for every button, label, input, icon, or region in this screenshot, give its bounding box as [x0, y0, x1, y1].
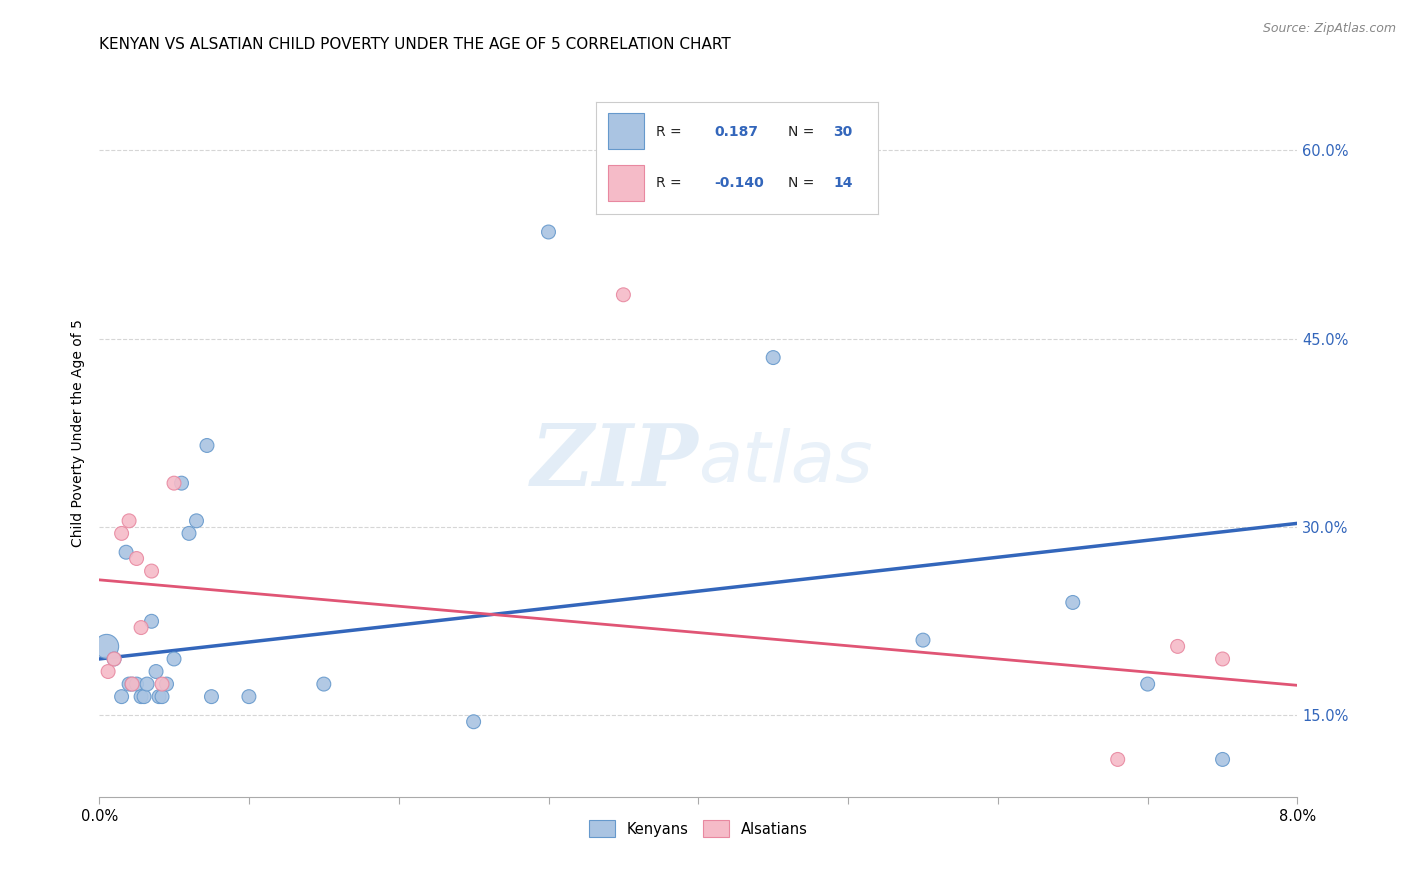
Point: [238, 690, 260, 704]
Point: [103, 652, 125, 666]
Point: [110, 690, 132, 704]
Point: [163, 652, 186, 666]
Point: [1167, 640, 1189, 654]
Point: [125, 677, 148, 691]
Point: [96, 640, 118, 654]
Point: [463, 714, 485, 729]
Point: [110, 526, 132, 541]
Text: ZIP: ZIP: [530, 420, 699, 504]
Point: [118, 677, 141, 691]
Point: [121, 677, 143, 691]
Point: [148, 690, 170, 704]
Point: [200, 690, 222, 704]
Point: [129, 690, 152, 704]
Point: [136, 677, 159, 691]
Legend: Kenyans, Alsatians: Kenyans, Alsatians: [582, 813, 815, 845]
Point: [141, 564, 163, 578]
Point: [121, 677, 143, 691]
Point: [132, 690, 155, 704]
Text: atlas: atlas: [699, 427, 873, 497]
Text: KENYAN VS ALSATIAN CHILD POVERTY UNDER THE AGE OF 5 CORRELATION CHART: KENYAN VS ALSATIAN CHILD POVERTY UNDER T…: [100, 37, 731, 53]
Point: [125, 551, 148, 566]
Point: [97, 665, 120, 679]
Point: [163, 476, 186, 491]
Point: [762, 351, 785, 365]
Point: [115, 545, 138, 559]
Point: [195, 438, 218, 452]
Point: [1107, 752, 1129, 766]
Y-axis label: Child Poverty Under the Age of 5: Child Poverty Under the Age of 5: [72, 319, 86, 547]
Point: [1212, 752, 1234, 766]
Point: [150, 677, 173, 691]
Point: [150, 690, 173, 704]
Point: [103, 652, 125, 666]
Point: [1062, 595, 1084, 609]
Point: [537, 225, 560, 239]
Point: [612, 287, 634, 301]
Point: [312, 677, 335, 691]
Point: [145, 665, 167, 679]
Point: [186, 514, 208, 528]
Point: [1212, 652, 1234, 666]
Point: [129, 621, 152, 635]
Point: [141, 615, 163, 629]
Point: [118, 514, 141, 528]
Point: [911, 633, 934, 648]
Point: [177, 526, 200, 541]
Point: [1136, 677, 1159, 691]
Text: Source: ZipAtlas.com: Source: ZipAtlas.com: [1263, 22, 1396, 36]
Point: [170, 476, 193, 491]
Point: [155, 677, 177, 691]
